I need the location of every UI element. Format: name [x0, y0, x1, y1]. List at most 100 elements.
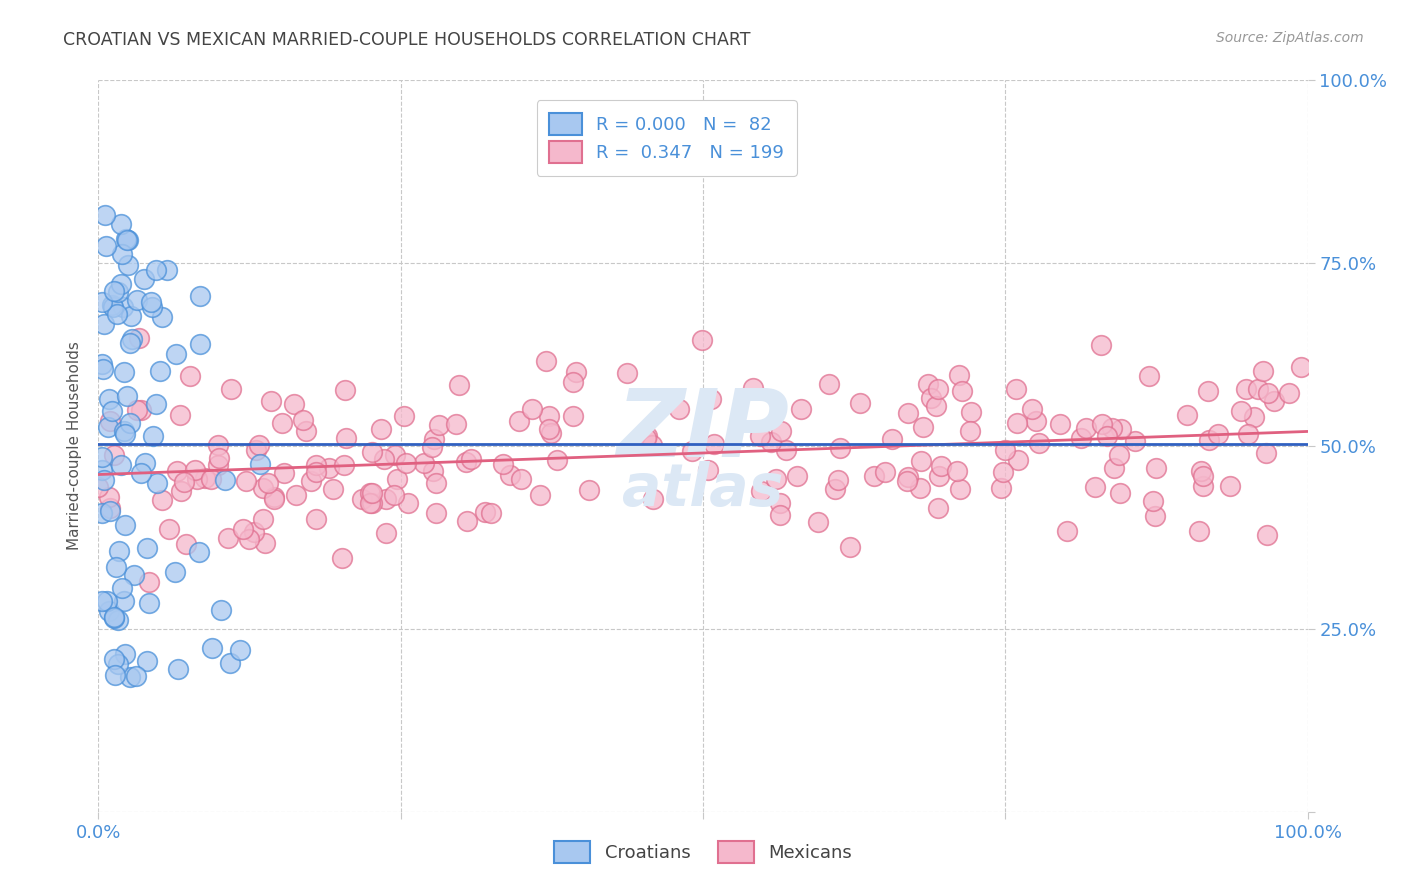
Point — [254, 536, 277, 550]
Point — [187, 544, 209, 558]
Point — [863, 468, 886, 483]
Point — [207, 458, 229, 472]
Point — [91, 294, 114, 309]
Point — [394, 409, 416, 423]
Point — [1025, 413, 1047, 427]
Point — [118, 670, 141, 684]
Point — [107, 543, 129, 558]
Point — [150, 492, 173, 507]
Point — [360, 486, 382, 500]
Point — [641, 438, 664, 452]
Point — [201, 640, 224, 655]
Point — [105, 307, 128, 321]
Point — [322, 482, 344, 496]
Point — [271, 416, 294, 430]
Point — [96, 594, 118, 608]
Point — [103, 284, 125, 298]
Point — [959, 424, 981, 438]
Point — [249, 458, 271, 472]
Point — [252, 512, 274, 526]
Point — [479, 506, 502, 520]
Point — [1084, 480, 1107, 494]
Point — [114, 427, 136, 442]
Point — [243, 525, 266, 540]
Point — [1101, 421, 1123, 435]
Point — [927, 382, 949, 396]
Point — [91, 357, 114, 371]
Point — [263, 491, 285, 506]
Point — [273, 467, 295, 481]
Point — [1108, 448, 1130, 462]
Point — [769, 508, 792, 523]
Point — [359, 486, 381, 500]
Point — [1090, 337, 1112, 351]
Point — [135, 654, 157, 668]
Point — [911, 420, 934, 434]
Point — [179, 369, 201, 384]
Point — [169, 408, 191, 422]
Point — [910, 454, 932, 468]
Point — [146, 476, 169, 491]
Point — [107, 613, 129, 627]
Point — [1230, 404, 1253, 418]
Point — [295, 424, 318, 438]
Point — [103, 610, 125, 624]
Point — [350, 492, 373, 507]
Point — [112, 424, 135, 438]
Point — [920, 391, 942, 405]
Point — [370, 422, 392, 436]
Point — [927, 501, 949, 516]
Point — [990, 481, 1012, 495]
Point — [510, 472, 533, 486]
Point — [1095, 428, 1118, 442]
Point — [292, 413, 315, 427]
Point — [165, 347, 187, 361]
Point — [561, 409, 583, 423]
Point — [742, 382, 765, 396]
Point — [257, 476, 280, 491]
Point — [103, 448, 125, 462]
Point — [91, 361, 114, 376]
Point — [129, 467, 152, 481]
Point — [359, 496, 381, 510]
Point — [91, 463, 114, 477]
Point — [247, 438, 270, 452]
Point — [769, 496, 792, 510]
Point — [928, 469, 950, 483]
Point — [420, 440, 443, 454]
Point — [636, 429, 658, 443]
Point — [111, 581, 134, 595]
Point — [1049, 417, 1071, 432]
Point — [765, 472, 787, 486]
Point — [578, 483, 600, 498]
Point — [690, 333, 713, 347]
Point — [824, 482, 846, 496]
Point — [565, 365, 588, 379]
Point — [769, 424, 792, 438]
Point — [114, 647, 136, 661]
Point — [1070, 431, 1092, 445]
Point — [1289, 360, 1312, 375]
Point — [305, 465, 328, 479]
Point — [830, 442, 852, 456]
Point — [98, 501, 121, 516]
Point — [917, 377, 939, 392]
Point — [318, 461, 340, 475]
Point — [751, 483, 773, 498]
Point — [117, 258, 139, 272]
Point — [949, 482, 972, 496]
Point — [641, 491, 664, 506]
Point — [807, 516, 830, 530]
Point — [98, 504, 121, 518]
Point — [214, 473, 236, 487]
Point — [925, 400, 948, 414]
Point — [104, 668, 127, 682]
Point — [134, 456, 156, 470]
Point — [114, 518, 136, 533]
Point — [305, 458, 328, 472]
Point — [786, 468, 808, 483]
Point — [91, 594, 114, 608]
Point — [238, 532, 260, 546]
Point — [1143, 509, 1166, 524]
Point — [1007, 416, 1029, 430]
